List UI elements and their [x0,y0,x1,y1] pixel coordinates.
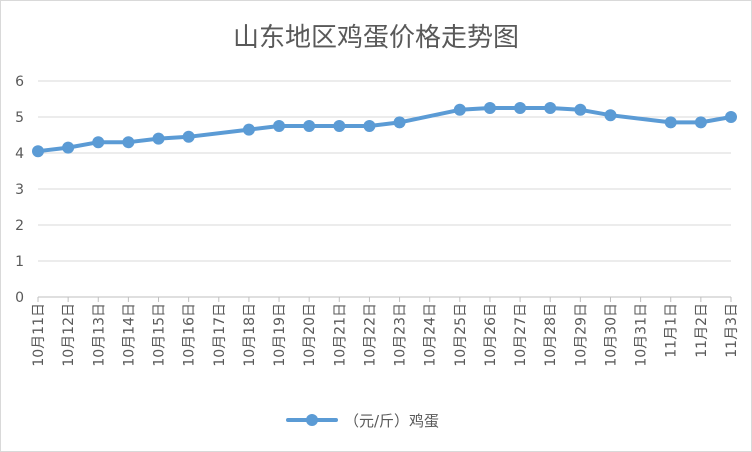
y-tick-label: 6 [15,74,24,90]
data-point-10月20日[interactable] [303,120,316,132]
y-tick-label: 0 [15,290,24,306]
x-tick-label: 10月26日 [483,303,499,367]
x-tick-label: 11月3日 [724,303,740,358]
data-point-10月23日[interactable] [393,116,406,129]
x-tick-label: 11月1日 [664,303,680,358]
x-tick-label: 10月14日 [121,303,137,367]
data-point-11月2日[interactable] [694,116,707,129]
y-tick-label: 1 [15,254,24,270]
x-tick-label: 10月13日 [91,303,107,367]
x-tick-label: 10月29日 [573,303,589,367]
x-tick-label: 10月12日 [61,303,77,367]
x-tick-label: 10月30日 [603,303,619,367]
data-point-10月29日[interactable] [574,103,587,116]
series-line [36,106,733,154]
data-point-10月19日[interactable] [273,120,286,132]
x-tick-label: 10月27日 [513,303,529,367]
data-point-10月27日[interactable] [514,102,527,114]
data-point-10月15日[interactable] [152,132,165,145]
x-tick-label: 10月15日 [152,303,168,367]
x-tick-label: 10月19日 [272,303,288,367]
data-point-10月26日[interactable] [483,102,496,114]
x-tick-label: 10月11日 [31,303,47,367]
x-tick-label: 10月24日 [423,303,439,367]
x-axis-ticks: 10月11日 10月12日 10月13日 10月14日 10月15日 10月16日 10月1… [31,303,740,367]
x-tick-label: 10月28日 [543,303,559,367]
legend-label: （元/斤）鸡蛋 [344,412,439,430]
data-point-10月22日[interactable] [363,120,376,132]
x-tick-label: 10月23日 [393,303,409,367]
x-tick-label: 10月17日 [212,303,228,367]
data-point-10月28日[interactable] [544,102,557,114]
grid-lines [38,80,731,262]
series-egg-price [32,102,737,158]
data-point-10月13日[interactable] [92,136,105,149]
data-point-10月21日[interactable] [333,120,346,132]
y-tick-label: 2 [15,218,24,234]
data-point-10月14日[interactable] [122,136,135,149]
x-tick-label: 10月21日 [332,303,348,367]
y-tick-label: 5 [15,110,24,126]
data-point-11月3日[interactable] [725,111,737,123]
legend[interactable]: （元/斤）鸡蛋 [286,412,439,430]
data-point-10月11日[interactable] [32,145,44,158]
y-axis-ticks: 0 1 2 3 4 5 6 [15,74,24,306]
y-tick-label: 4 [15,146,24,162]
data-point-10月16日[interactable] [182,130,195,143]
data-point-10月25日[interactable] [453,103,466,116]
y-tick-label: 3 [15,182,24,198]
data-point-10月30日[interactable] [604,109,617,122]
chart-title: 山东地区鸡蛋价格走势图 [233,23,519,53]
x-tick-label: 10月25日 [453,303,469,367]
data-point-10月18日[interactable] [242,123,255,136]
x-tick-label: 10月16日 [182,303,198,367]
x-tick-label: 10月31日 [634,303,650,367]
x-tick-label: 10月18日 [242,303,258,367]
x-tick-label: 11月2日 [694,303,710,358]
x-axis [37,296,732,302]
x-tick-label: 10月22日 [362,303,378,367]
legend-marker [306,414,318,426]
x-tick-label: 10月20日 [302,303,318,367]
data-point-10月12日[interactable] [62,141,75,154]
data-point-11月1日[interactable] [664,116,677,129]
